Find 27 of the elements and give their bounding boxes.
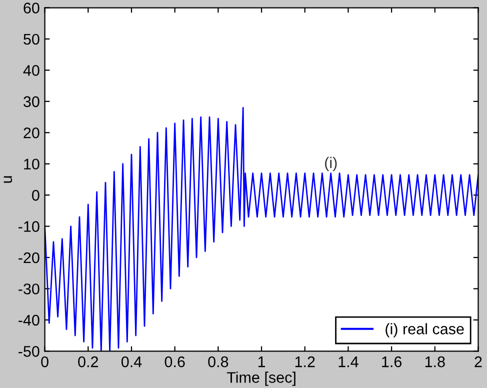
- y-tick-label: 50: [24, 34, 40, 45]
- y-tick-label: -40: [18, 314, 40, 326]
- annotation: (i): [325, 156, 337, 172]
- y-tick-label: 10: [24, 158, 40, 170]
- x-tick-label: 0.2: [78, 356, 98, 368]
- y-tick-label: -20: [18, 252, 40, 264]
- y-axis-title: u: [4, 176, 12, 183]
- x-tick-label: 0.6: [164, 356, 185, 368]
- y-tick-label: 40: [23, 65, 40, 76]
- x-tick-label: 1.2: [295, 356, 315, 368]
- x-tick-label: 0.8: [208, 356, 228, 368]
- x-tick-label: 2: [474, 356, 482, 368]
- x-tick-label: 0: [41, 356, 48, 368]
- y-tick-label: -50: [18, 346, 40, 357]
- y-tick-label: -10: [18, 221, 40, 232]
- x-tick-label: 1.4: [338, 356, 358, 368]
- y-tick-label: 60: [24, 2, 40, 14]
- y-tick-label: -30: [18, 284, 40, 294]
- x-tick-label: 1.6: [382, 356, 402, 368]
- legend-label: (i) real case: [386, 323, 464, 338]
- x-tick-label: 0.4: [121, 356, 142, 368]
- x-tick-label: 1: [258, 356, 266, 368]
- x-tick-label: 1.8: [425, 356, 445, 368]
- y-tick-label: 0: [32, 190, 40, 201]
- y-tick-label: 20: [24, 127, 40, 138]
- y-tick-label: 30: [24, 96, 40, 108]
- x-axis-title: Time [sec]: [226, 372, 296, 386]
